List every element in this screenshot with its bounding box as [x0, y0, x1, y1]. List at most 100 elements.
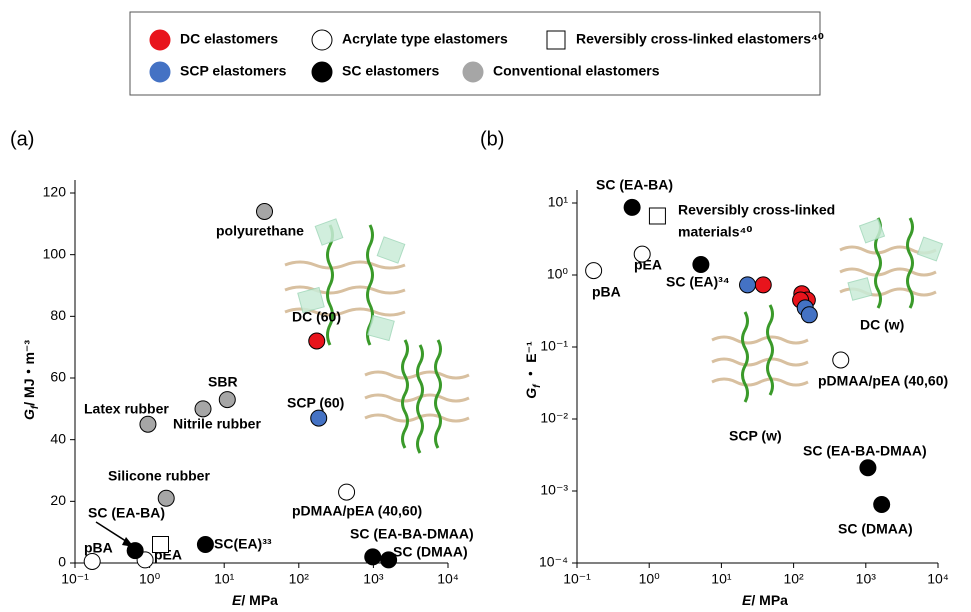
- data-point: [364, 548, 382, 566]
- annotation: SCP (60): [287, 395, 344, 411]
- y-tick-label: 20: [50, 492, 66, 508]
- data-point: [126, 542, 144, 560]
- network-sketch-b2: [711, 304, 809, 403]
- data-point: [800, 306, 818, 324]
- x-tick-label: 10¹: [214, 571, 235, 587]
- data-point: [692, 255, 710, 273]
- y-axis-title: Gf ・ E⁻¹: [523, 341, 543, 399]
- legend-marker: [149, 61, 171, 83]
- network-sketch-a2: [364, 339, 470, 454]
- annotation: SC (EA)³⁴: [666, 274, 730, 290]
- data-point: [623, 198, 641, 216]
- x-tick-label: 10⁴: [927, 571, 949, 587]
- data-point: [83, 552, 101, 570]
- annotation: polyurethane: [216, 223, 304, 239]
- annotation: pDMAA/pEA (40,60): [292, 503, 422, 519]
- annotation: Reversibly cross-linked: [678, 202, 835, 218]
- legend-label: Reversibly cross-linked elastomers⁴⁰: [576, 31, 824, 47]
- legend-marker: [462, 61, 484, 83]
- data-point: [754, 276, 772, 294]
- annotation: SC (DMAA): [393, 544, 468, 560]
- y-axis-unit: / MJ・m⁻³: [21, 340, 37, 406]
- y-axis-unit: ・ E⁻¹: [523, 341, 539, 385]
- annotation: SC (EA-BA-DMAA): [803, 443, 927, 459]
- annotation: DC (w): [860, 317, 904, 333]
- legend-label: SC elastomers: [342, 63, 439, 79]
- data-point: [380, 551, 398, 569]
- x-tick-label: 10⁻¹: [563, 571, 591, 587]
- x-tick-label: 10⁴: [437, 571, 459, 587]
- data-point: [308, 332, 326, 350]
- annotation: SC (EA-BA): [88, 505, 165, 521]
- annotation: Nitrile rubber: [173, 416, 261, 432]
- x-axis-symbol: E: [232, 592, 242, 608]
- data-point: [832, 351, 850, 369]
- legend-label: Conventional elastomers: [493, 63, 660, 79]
- network-sketch-b1: [839, 217, 944, 309]
- legend-label: Acrylate type elastomers: [342, 31, 508, 47]
- panel-label: (a): [10, 128, 34, 150]
- y-tick-label: 80: [50, 307, 66, 323]
- y-axis-symbol: G: [523, 388, 539, 399]
- data-point: [256, 203, 274, 220]
- x-axis-title: E/ MPa: [742, 592, 788, 608]
- y-axis-subscript: f: [532, 383, 543, 388]
- y-tick-label: 40: [50, 430, 66, 446]
- y-tick-label: 10⁰: [547, 266, 569, 282]
- annotation: pDMAA/pEA (40,60): [818, 373, 948, 389]
- data-point: [739, 276, 757, 294]
- data-point: [310, 409, 328, 427]
- y-axis-title: Gf/ MJ・m⁻³: [21, 340, 41, 420]
- x-tick-label: 10²: [289, 571, 310, 587]
- y-tick-label: 10⁻¹: [540, 338, 568, 354]
- y-axis-subscript: f: [30, 404, 41, 409]
- data-point: [633, 245, 651, 263]
- x-tick-label: 10⁰: [139, 571, 161, 587]
- y-tick-label: 100: [43, 245, 67, 261]
- data-point: [859, 459, 877, 477]
- annotation: SC(EA)³³: [214, 536, 272, 552]
- data-point: [873, 495, 891, 513]
- legend-marker: [311, 29, 333, 51]
- y-tick-label: 10⁻²: [540, 410, 568, 426]
- data-point: [194, 400, 212, 418]
- annotation: pBA: [592, 284, 621, 300]
- x-axis-unit: / MPa: [241, 592, 278, 608]
- y-tick-label: 0: [58, 554, 66, 570]
- annotation: Silicone rubber: [108, 468, 210, 484]
- data-point: [585, 262, 603, 280]
- y-tick-label: 10¹: [548, 194, 569, 210]
- annotation: materials⁴⁰: [678, 224, 753, 240]
- x-axis-unit: / MPa: [751, 592, 788, 608]
- legend-marker: [546, 30, 566, 50]
- x-tick-label: 10³: [856, 571, 877, 587]
- x-tick-label: 10⁰: [639, 571, 661, 587]
- x-axis-symbol: E: [742, 592, 752, 608]
- annotation: SCP (w): [729, 428, 782, 444]
- data-point: [338, 483, 356, 501]
- annotation: SC (EA-BA-DMAA): [350, 526, 474, 542]
- network-sketch-a1: [284, 218, 406, 346]
- annotation: SC (EA-BA): [596, 177, 673, 193]
- annotation: SBR: [208, 374, 238, 390]
- panel-label: (b): [480, 128, 504, 150]
- y-tick-label: 10⁻⁴: [539, 554, 568, 570]
- data-point: [152, 536, 170, 553]
- data-point: [218, 391, 236, 409]
- x-tick-label: 10³: [363, 571, 384, 587]
- legend-label: DC elastomers: [180, 31, 278, 47]
- y-tick-label: 60: [50, 369, 66, 385]
- legend-box: [129, 11, 821, 96]
- annotation: SC (DMAA): [838, 521, 913, 537]
- x-tick-label: 10¹: [711, 571, 732, 587]
- data-point: [157, 489, 175, 507]
- data-point: [196, 536, 214, 553]
- x-tick-label: 10⁻¹: [61, 571, 89, 587]
- legend-label: SCP elastomers: [180, 63, 287, 79]
- data-point: [139, 415, 157, 433]
- x-tick-label: 10²: [783, 571, 804, 587]
- y-tick-label: 120: [43, 184, 67, 200]
- y-axis-symbol: G: [21, 409, 37, 420]
- legend-marker: [149, 29, 171, 51]
